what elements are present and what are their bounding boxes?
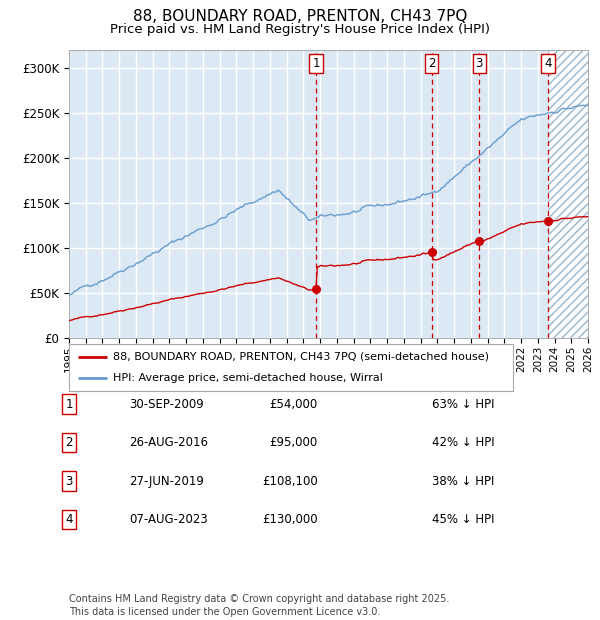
Text: 88, BOUNDARY ROAD, PRENTON, CH43 7PQ: 88, BOUNDARY ROAD, PRENTON, CH43 7PQ	[133, 9, 467, 24]
Text: 30-SEP-2009: 30-SEP-2009	[129, 398, 204, 410]
Text: HPI: Average price, semi-detached house, Wirral: HPI: Average price, semi-detached house,…	[113, 373, 383, 383]
Text: 2: 2	[65, 436, 73, 449]
Text: 07-AUG-2023: 07-AUG-2023	[129, 513, 208, 526]
Text: 38% ↓ HPI: 38% ↓ HPI	[432, 475, 494, 487]
Text: £95,000: £95,000	[270, 436, 318, 449]
Text: 2: 2	[428, 57, 436, 70]
Text: 4: 4	[65, 513, 73, 526]
Text: 42% ↓ HPI: 42% ↓ HPI	[432, 436, 494, 449]
Text: 3: 3	[475, 57, 483, 70]
Text: 45% ↓ HPI: 45% ↓ HPI	[432, 513, 494, 526]
Text: £130,000: £130,000	[262, 513, 318, 526]
Text: 1: 1	[312, 57, 320, 70]
Text: £108,100: £108,100	[262, 475, 318, 487]
Text: Price paid vs. HM Land Registry's House Price Index (HPI): Price paid vs. HM Land Registry's House …	[110, 23, 490, 36]
Text: 88, BOUNDARY ROAD, PRENTON, CH43 7PQ (semi-detached house): 88, BOUNDARY ROAD, PRENTON, CH43 7PQ (se…	[113, 352, 490, 361]
Text: 1: 1	[65, 398, 73, 410]
Text: Contains HM Land Registry data © Crown copyright and database right 2025.
This d: Contains HM Land Registry data © Crown c…	[69, 594, 449, 617]
Text: 27-JUN-2019: 27-JUN-2019	[129, 475, 204, 487]
Text: £54,000: £54,000	[270, 398, 318, 410]
Bar	[548, 50, 588, 338]
Text: 3: 3	[65, 475, 73, 487]
Text: 26-AUG-2016: 26-AUG-2016	[129, 436, 208, 449]
Text: 4: 4	[544, 57, 551, 70]
Text: 63% ↓ HPI: 63% ↓ HPI	[432, 398, 494, 410]
